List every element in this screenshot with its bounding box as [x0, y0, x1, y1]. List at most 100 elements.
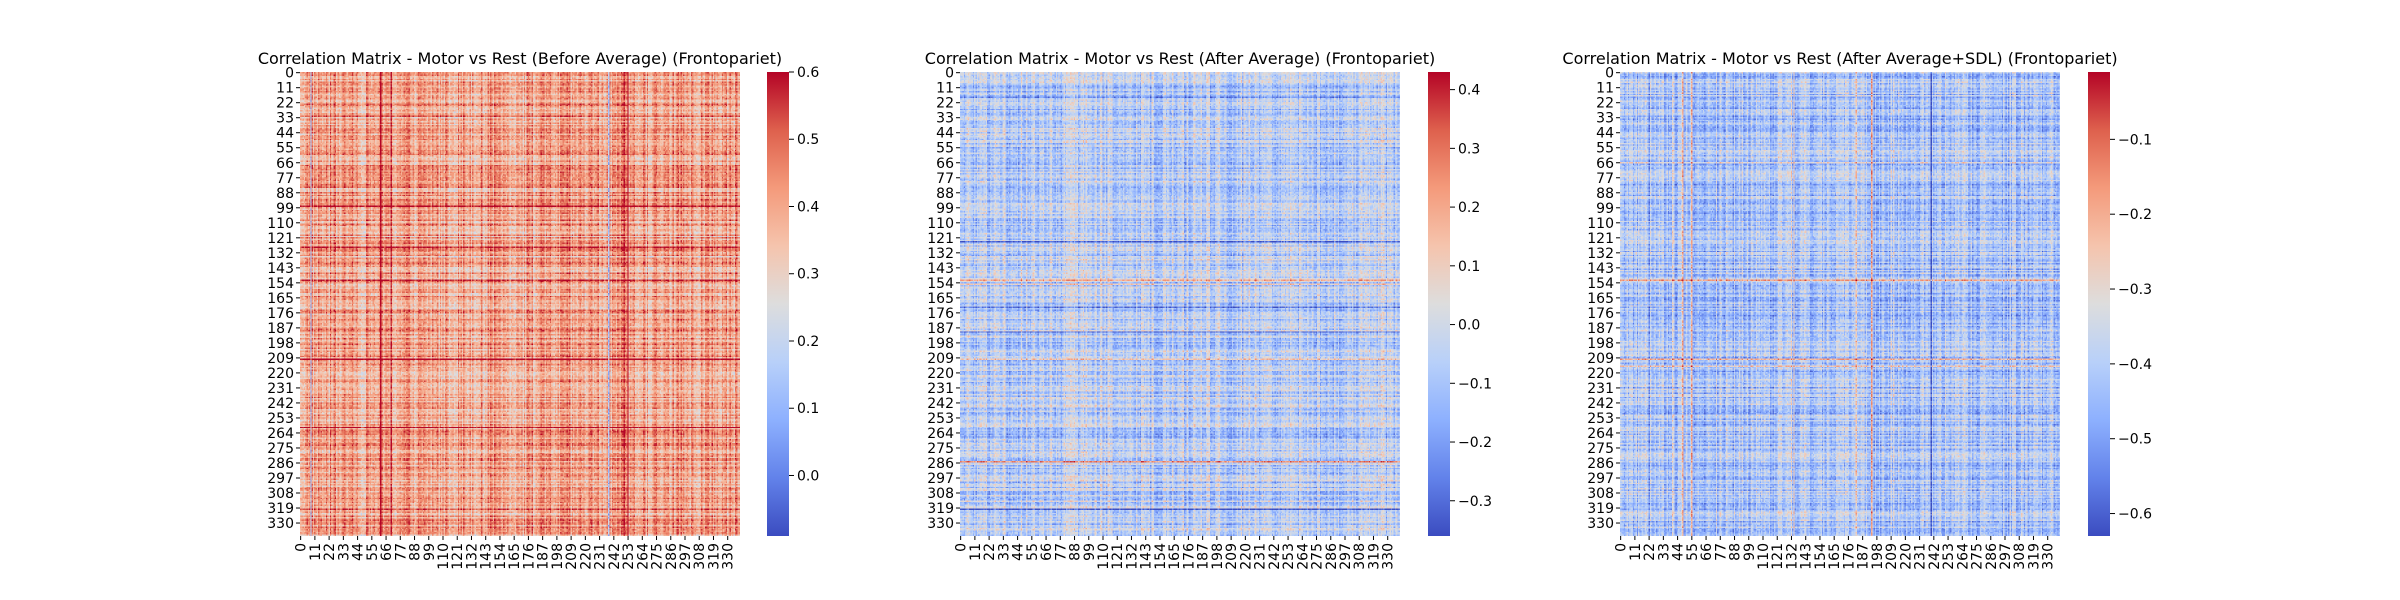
x-tick-label: 198 [1870, 543, 1886, 570]
x-tick-label: 297 [678, 543, 694, 570]
x-tick-label: 77 [1053, 543, 1069, 561]
x-tick-label: 242 [607, 543, 623, 570]
x-tick-label: 275 [1310, 543, 1326, 570]
y-tick-label: 165 [1587, 291, 1614, 307]
y-tick-label: 99 [1596, 201, 1614, 217]
x-tick-label: 209 [564, 543, 580, 570]
y-tick-label: 77 [936, 171, 954, 187]
x-tick-label: 286 [1984, 543, 2000, 570]
x-tick-label: 99 [1082, 543, 1098, 561]
x-tick-label: 275 [650, 543, 666, 570]
y-tick-label: 231 [267, 381, 294, 397]
x-tick-label: 66 [1699, 543, 1715, 561]
x-tick-label: 330 [2041, 543, 2057, 570]
y-tick-label: 319 [1587, 501, 1614, 517]
y-tick-label: 209 [267, 351, 294, 367]
x-tick-label: 110 [1756, 543, 1772, 570]
y-tick-label: 33 [936, 111, 954, 127]
y-tick-label: 253 [927, 411, 954, 427]
x-tick-label: 187 [1196, 543, 1212, 570]
chart-1: Correlation Matrix - Motor vs Rest (Befo… [258, 49, 820, 570]
y-tick-label: 330 [1587, 516, 1614, 532]
x-tick-label: 187 [1856, 543, 1872, 570]
x-tick-label: 55 [1685, 543, 1701, 561]
x-tick-label: 11 [968, 543, 984, 561]
y-tick-label: 242 [1587, 396, 1614, 412]
colorbar-tick-label: −0.1 [2118, 132, 2152, 148]
y-tick-label: 330 [927, 516, 954, 532]
y-tick-label: 132 [267, 246, 294, 262]
y-tick-label: 275 [1587, 441, 1614, 457]
chart-title: Correlation Matrix - Motor vs Rest (Afte… [925, 49, 1435, 68]
y-tick-label: 297 [267, 471, 294, 487]
x-tick-label: 154 [1813, 543, 1829, 570]
x-tick-label: 330 [721, 543, 737, 570]
y-tick-label: 165 [267, 291, 294, 307]
chart-title: Correlation Matrix - Motor vs Rest (Befo… [258, 49, 782, 68]
colorbar-tick-label: 0.4 [1458, 83, 1480, 99]
y-tick-label: 330 [267, 516, 294, 532]
y-tick-label: 77 [1596, 171, 1614, 187]
y-tick-label: 154 [1587, 276, 1614, 292]
x-tick-label: 286 [664, 543, 680, 570]
x-tick-label: 297 [1338, 543, 1354, 570]
x-tick-label: 44 [351, 543, 367, 561]
x-tick-label: 242 [1927, 543, 1943, 570]
y-tick-label: 110 [1587, 216, 1614, 232]
y-tick-label: 0 [945, 66, 954, 82]
y-tick-label: 44 [276, 126, 294, 142]
x-tick-label: 165 [1827, 543, 1843, 570]
y-tick-label: 11 [936, 81, 954, 97]
y-tick-label: 220 [1587, 366, 1614, 382]
x-tick-label: 165 [1167, 543, 1183, 570]
x-tick-label: 319 [1366, 543, 1382, 570]
y-tick-label: 88 [276, 186, 294, 202]
colorbar-tick-label: −0.2 [1458, 435, 1492, 451]
chart-3: Correlation Matrix - Motor vs Rest (Afte… [1562, 49, 2152, 570]
colorbar-tick-label: −0.4 [2118, 357, 2152, 373]
x-tick-label: 220 [578, 543, 594, 570]
colorbar [2088, 72, 2110, 536]
y-tick-label: 154 [927, 276, 954, 292]
x-tick-label: 154 [1153, 543, 1169, 570]
y-tick-label: 209 [927, 351, 954, 367]
y-tick-label: 55 [276, 141, 294, 157]
x-tick-label: 231 [593, 543, 609, 570]
x-tick-label: 55 [1025, 543, 1041, 561]
x-tick-label: 242 [1267, 543, 1283, 570]
colorbar-tick-label: −0.6 [2118, 507, 2152, 523]
y-tick-label: 264 [927, 426, 954, 442]
x-tick-label: 121 [1770, 543, 1786, 570]
x-tick-label: 121 [1110, 543, 1126, 570]
colorbar-tick-label: 0.3 [797, 267, 819, 283]
y-tick-label: 220 [267, 366, 294, 382]
x-tick-label: 231 [1913, 543, 1929, 570]
y-tick-label: 121 [1587, 231, 1614, 247]
x-tick-label: 198 [1210, 543, 1226, 570]
x-tick-label: 88 [408, 543, 424, 561]
y-tick-label: 319 [267, 501, 294, 517]
y-tick-label: 22 [276, 96, 294, 112]
colorbar-tick-label: 0.1 [1458, 259, 1480, 275]
y-tick-label: 55 [936, 141, 954, 157]
colorbar-tick-label: 0.0 [797, 468, 819, 484]
y-tick-label: 209 [1587, 351, 1614, 367]
y-tick-label: 77 [276, 171, 294, 187]
x-tick-label: 66 [1039, 543, 1055, 561]
x-tick-label: 220 [1898, 543, 1914, 570]
y-tick-label: 176 [267, 306, 294, 322]
y-tick-label: 286 [927, 456, 954, 472]
x-tick-label: 264 [635, 543, 651, 570]
x-tick-label: 88 [1068, 543, 1084, 561]
y-tick-label: 198 [927, 336, 954, 352]
y-tick-label: 33 [1596, 111, 1614, 127]
heatmap-cells [1620, 72, 2060, 536]
x-tick-label: 99 [422, 543, 438, 561]
y-tick-label: 143 [267, 261, 294, 277]
x-tick-label: 275 [1970, 543, 1986, 570]
y-tick-label: 154 [267, 276, 294, 292]
colorbar-tick-label: 0.5 [797, 132, 819, 148]
colorbar-tick-label: 0.6 [797, 65, 819, 81]
x-tick-label: 77 [1713, 543, 1729, 561]
x-tick-label: 176 [521, 543, 537, 570]
